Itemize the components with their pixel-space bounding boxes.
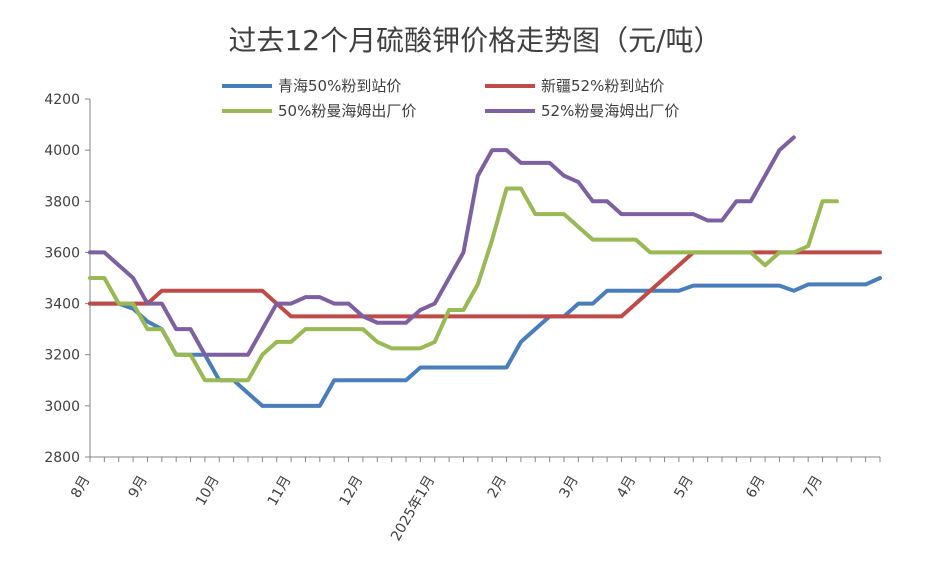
y-tick-label: 4000	[44, 143, 80, 159]
y-tick-label: 3400	[44, 297, 80, 313]
x-tick-label: 9月	[126, 473, 151, 501]
series-line-1	[88, 276, 882, 408]
x-tick-label: 12月	[337, 473, 367, 509]
x-tick-label: 2月	[485, 473, 510, 501]
y-tick-label: 3200	[44, 348, 80, 364]
series-line-4	[88, 135, 796, 357]
y-tick-label: 3000	[44, 399, 80, 415]
y-tick-label: 2800	[44, 450, 80, 466]
plot-area	[88, 135, 882, 408]
legend-label: 52%粉曼海姆出厂价	[541, 102, 679, 120]
chart-title: 过去12个月硫酸钾价格走势图（元/吨）	[228, 24, 721, 57]
y-tick-label: 4200	[44, 92, 80, 108]
legend-label: 新疆52%粉到站价	[541, 77, 664, 95]
legend: 青海50%粉到站价 新疆52%粉到站价 50%粉曼海姆出厂价 52%粉曼海姆出厂价	[222, 77, 679, 120]
x-tick-label: 6月	[743, 473, 768, 501]
y-axis: 2800 3000 3200 3400 3600 3800 4000 4200	[44, 92, 91, 466]
legend-label: 50%粉曼海姆出厂价	[278, 102, 416, 120]
y-tick-label: 3800	[44, 194, 80, 210]
x-tick-label: 5月	[671, 473, 696, 501]
x-axis: 8月 9月 10月 11月 12月 2025年1月 2月 3月 4月 5月 6月 7月	[68, 456, 881, 544]
y-tick-label: 3600	[44, 245, 80, 261]
x-tick-label: 11月	[265, 473, 295, 509]
x-tick-label: 2025年1月	[388, 473, 438, 544]
x-tick-label: 8月	[68, 473, 93, 501]
x-tick-label: 10月	[193, 473, 223, 509]
legend-label: 青海50%粉到站价	[278, 77, 401, 95]
series-line-3	[88, 186, 839, 383]
x-tick-label: 4月	[614, 473, 639, 501]
x-tick-label: 3月	[557, 473, 582, 501]
x-tick-label: 7月	[801, 473, 826, 501]
